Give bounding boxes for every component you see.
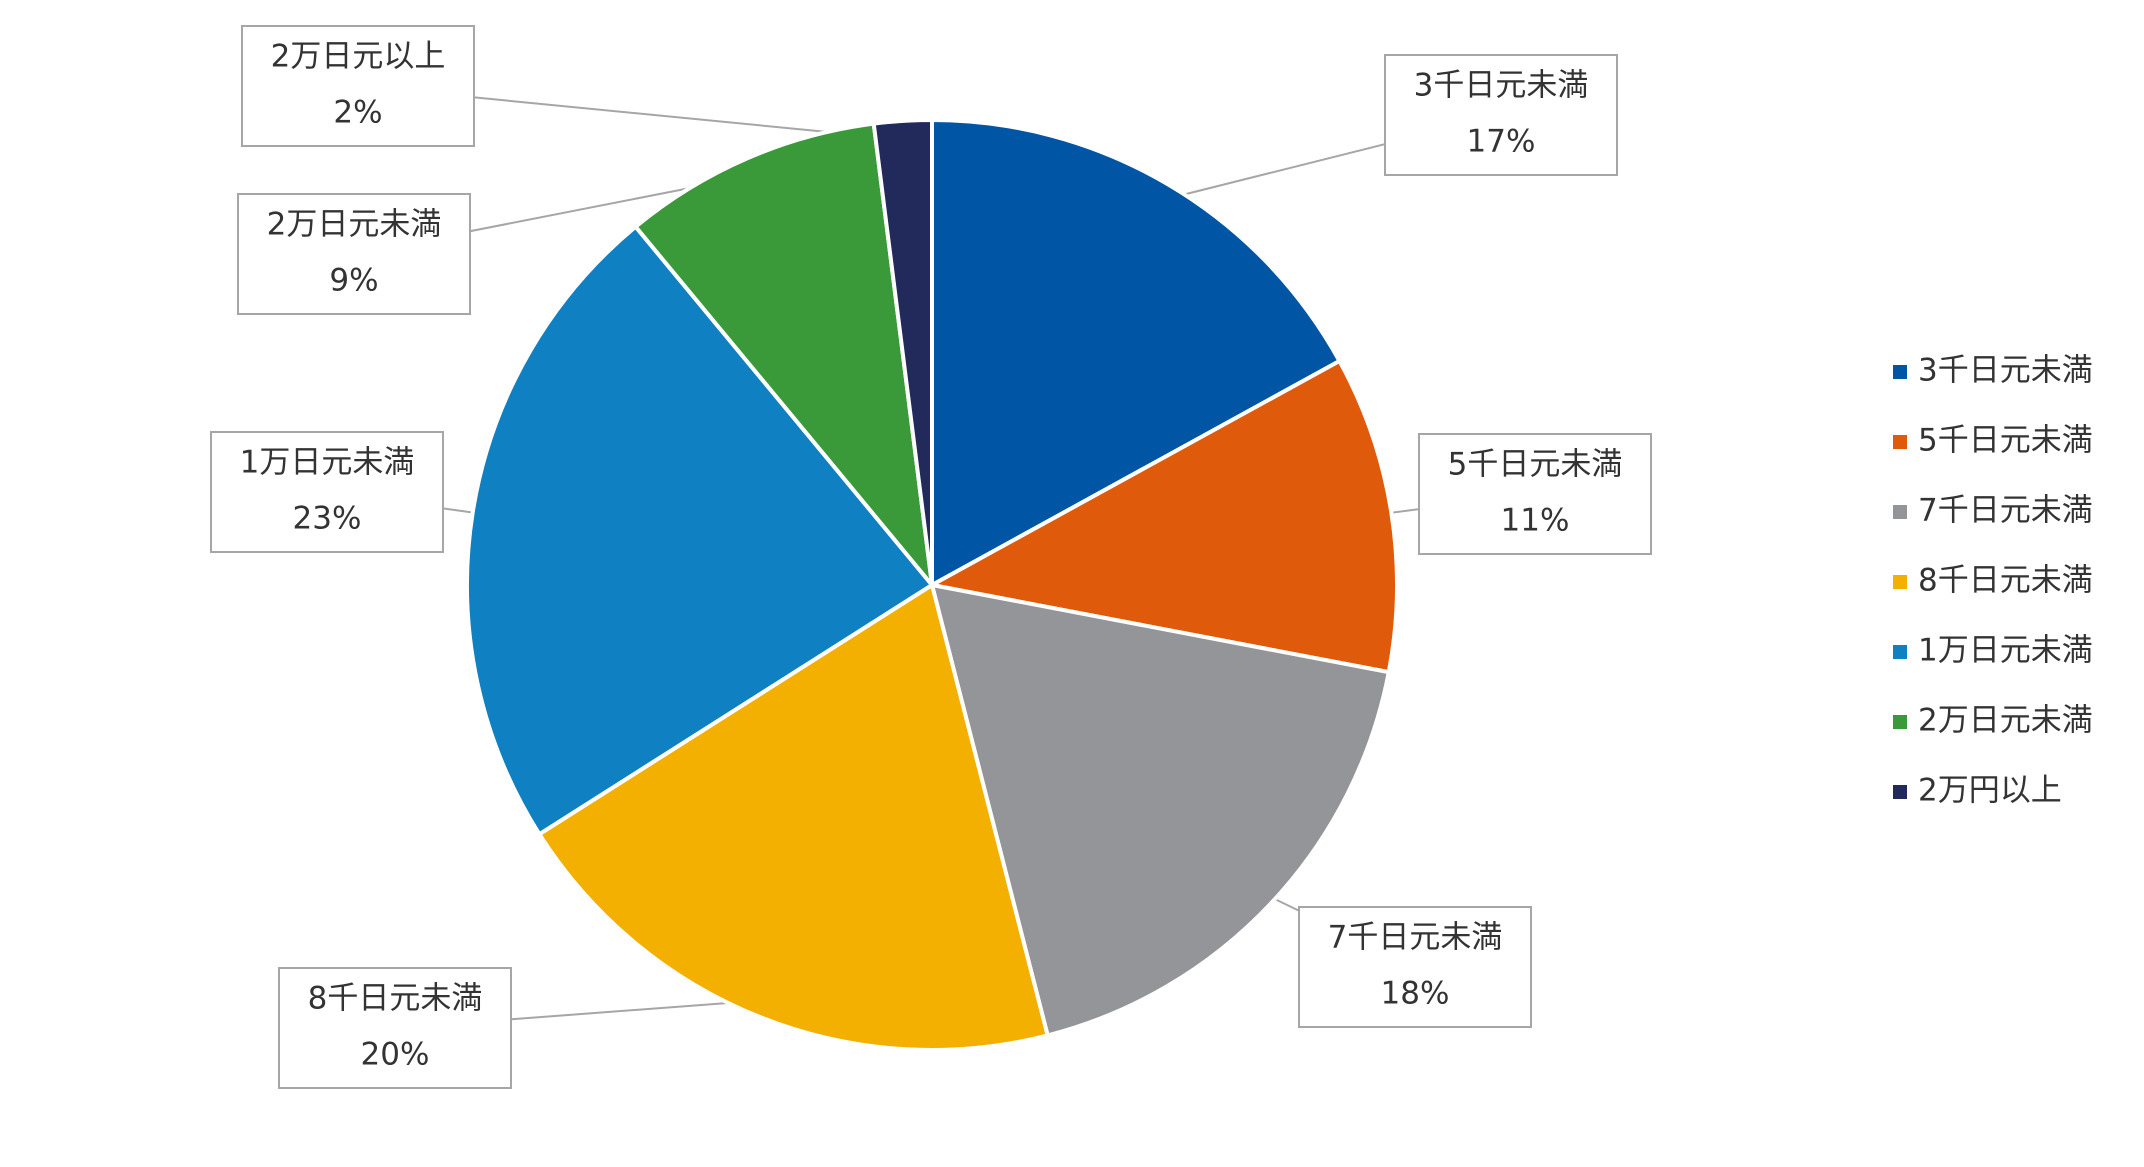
pie-slice: [930, 117, 1343, 589]
legend-label: 8千日元未満: [1918, 563, 2093, 599]
pie-slice: [536, 581, 1051, 1052]
data-label-name: 7千日元未満: [1328, 920, 1503, 956]
legend-label: 1万日元未満: [1918, 633, 2093, 669]
data-label-box: [1298, 906, 1532, 1028]
data-label-box: [237, 193, 471, 315]
data-label-value: 20%: [361, 1037, 430, 1073]
data-label-value: 11%: [1501, 503, 1570, 539]
legend-label: 5千日元未満: [1918, 423, 2093, 459]
data-label-box: [1384, 54, 1618, 176]
data-labels: 3千日元未満 17% 5千日元未満 11% 7千日元未満 18% 8千日元未満 20% 1万日元…: [210, 25, 1652, 1089]
pie-slice: [929, 582, 1392, 1038]
data-label-box: [241, 25, 475, 147]
pie-slice: [632, 121, 935, 592]
data-label-value: 17%: [1467, 124, 1536, 160]
pie-slice: [871, 117, 934, 586]
legend-marker: [1893, 505, 1907, 519]
data-label-name: 1万日元未満: [240, 445, 415, 481]
data-label-box: [278, 967, 512, 1089]
data-label-value: 2%: [333, 95, 382, 131]
legend-label: 2万円以上: [1918, 773, 2062, 809]
legend-label: 2万日元未満: [1918, 703, 2093, 739]
legend-label: 3千日元未満: [1918, 353, 2093, 389]
data-label-name: 5千日元未満: [1448, 447, 1623, 483]
data-label-box: [1418, 433, 1652, 555]
pie-slice: [926, 358, 1399, 675]
data-label-name: 8千日元未満: [308, 981, 483, 1017]
legend: 3千日元未満 5千日元未満 7千日元未満 8千日元未満 1万日元未満 2万日元未満 2万円以…: [1893, 353, 2093, 809]
legend-marker: [1893, 785, 1907, 799]
legend-marker: [1893, 645, 1907, 659]
data-label-value: 18%: [1381, 976, 1450, 1012]
data-label-value: 23%: [293, 501, 362, 537]
legend-marker: [1893, 365, 1907, 379]
data-label-name: 3千日元未満: [1414, 68, 1589, 104]
legend-marker: [1893, 435, 1907, 449]
legend-label: 7千日元未満: [1918, 493, 2093, 529]
data-label-name: 2万日元未満: [267, 207, 442, 243]
data-label-name: 2万日元以上: [271, 39, 446, 75]
data-label-box: [210, 431, 444, 553]
slices: [465, 117, 1399, 1052]
legend-marker: [1893, 575, 1907, 589]
legend-marker: [1893, 715, 1907, 729]
pie-slice: [465, 223, 935, 837]
data-label-value: 9%: [329, 263, 378, 299]
